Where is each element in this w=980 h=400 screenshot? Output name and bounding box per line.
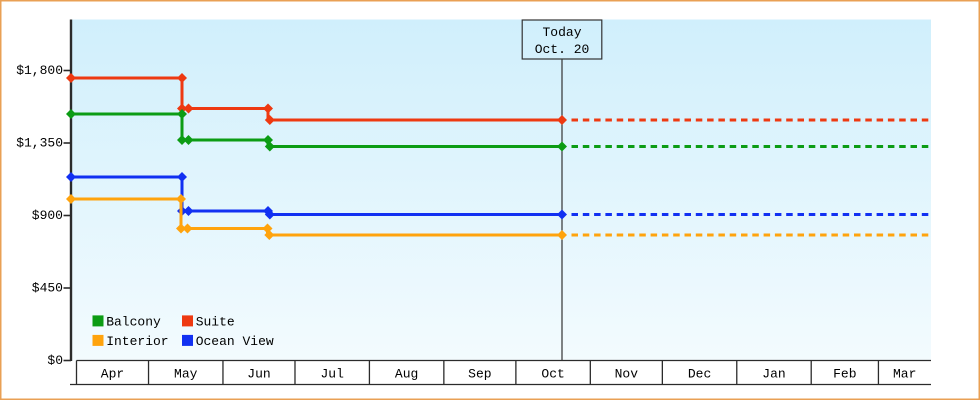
svg-text:Nov: Nov bbox=[615, 367, 639, 382]
svg-text:Dec: Dec bbox=[688, 367, 711, 382]
svg-text:$1,800: $1,800 bbox=[16, 63, 63, 78]
svg-text:Oct. 20: Oct. 20 bbox=[535, 42, 590, 57]
svg-text:Apr: Apr bbox=[101, 367, 124, 382]
svg-text:Jul: Jul bbox=[321, 367, 345, 382]
svg-text:Jan: Jan bbox=[762, 367, 785, 382]
svg-text:Jun: Jun bbox=[247, 367, 270, 382]
svg-text:Balcony: Balcony bbox=[106, 315, 161, 330]
svg-text:Today: Today bbox=[542, 25, 581, 40]
svg-text:Suite: Suite bbox=[196, 315, 235, 330]
svg-text:Feb: Feb bbox=[833, 367, 856, 382]
svg-text:Aug: Aug bbox=[395, 367, 418, 382]
svg-text:Interior: Interior bbox=[106, 334, 168, 349]
svg-text:Ocean View: Ocean View bbox=[196, 334, 274, 349]
svg-text:$900: $900 bbox=[32, 208, 63, 223]
svg-text:Sep: Sep bbox=[468, 367, 491, 382]
svg-text:$0: $0 bbox=[47, 353, 63, 368]
svg-text:Mar: Mar bbox=[893, 367, 916, 382]
svg-text:Oct: Oct bbox=[541, 367, 564, 382]
svg-text:May: May bbox=[174, 367, 198, 382]
svg-text:$450: $450 bbox=[32, 281, 63, 296]
svg-text:$1,350: $1,350 bbox=[16, 136, 63, 151]
